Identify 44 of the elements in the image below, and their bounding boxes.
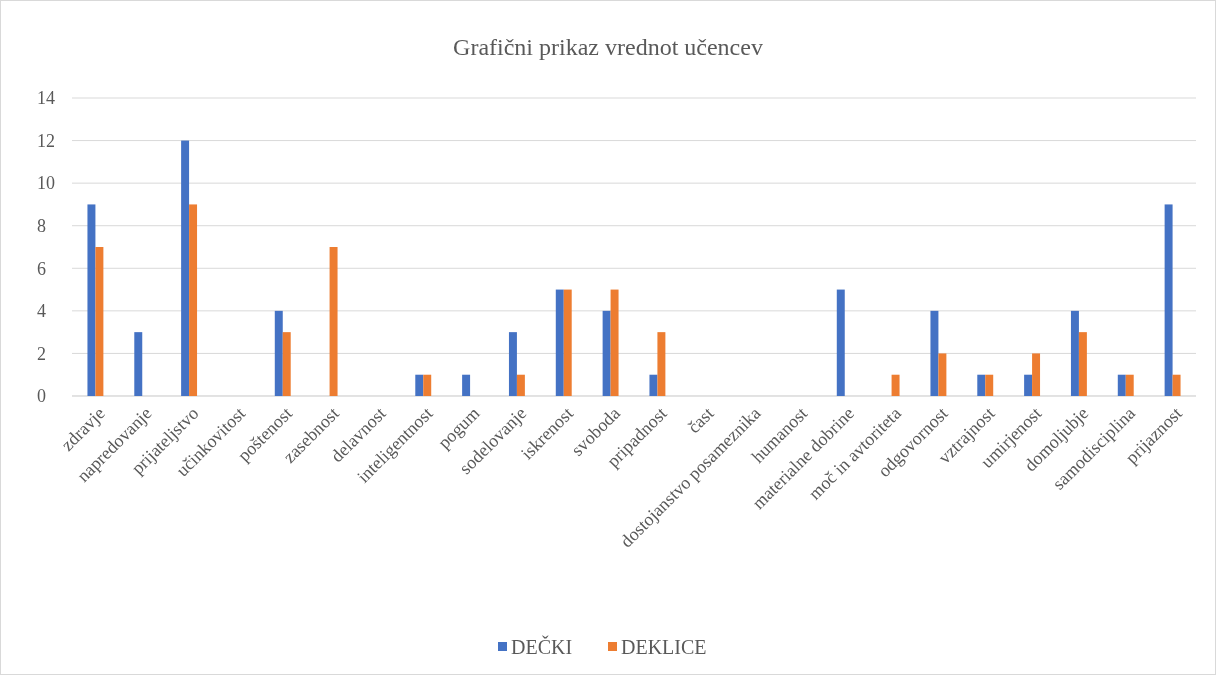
bar bbox=[602, 310, 611, 396]
bar bbox=[657, 332, 666, 396]
legend-label: DEČKI bbox=[511, 635, 573, 658]
bar bbox=[508, 332, 517, 396]
bar bbox=[95, 247, 104, 396]
bar bbox=[891, 374, 900, 396]
bar bbox=[423, 374, 432, 396]
bar bbox=[938, 353, 947, 396]
bar bbox=[181, 140, 190, 396]
bar bbox=[1117, 374, 1126, 396]
y-tick-label: 12 bbox=[37, 130, 55, 151]
y-tick-label: 4 bbox=[37, 301, 46, 322]
bar bbox=[1078, 332, 1087, 396]
bar bbox=[1172, 374, 1181, 396]
bar bbox=[1125, 374, 1134, 396]
y-tick-label: 2 bbox=[37, 343, 46, 364]
bar bbox=[1024, 374, 1033, 396]
bar bbox=[274, 310, 283, 396]
chart-title: Grafični prikaz vrednot učencev bbox=[453, 34, 763, 60]
bar bbox=[649, 374, 658, 396]
bar bbox=[1164, 204, 1173, 396]
bar bbox=[87, 204, 96, 396]
bar bbox=[329, 247, 338, 396]
bar bbox=[1070, 310, 1079, 396]
bar bbox=[555, 289, 564, 396]
bar bbox=[610, 289, 619, 396]
bar bbox=[563, 289, 572, 396]
bar bbox=[282, 332, 291, 396]
bar bbox=[516, 374, 525, 396]
bar bbox=[1032, 353, 1041, 396]
y-tick-label: 10 bbox=[37, 173, 55, 194]
bar bbox=[836, 289, 845, 396]
y-tick-label: 6 bbox=[37, 258, 46, 279]
bar bbox=[977, 374, 986, 396]
bar bbox=[930, 310, 939, 396]
bar bbox=[415, 374, 424, 396]
y-tick-label: 0 bbox=[37, 386, 46, 407]
y-tick-label: 8 bbox=[37, 216, 46, 237]
y-tick-label: 14 bbox=[37, 88, 55, 109]
bar bbox=[134, 332, 143, 396]
legend-label: DEKLICE bbox=[621, 636, 707, 658]
bar bbox=[985, 374, 994, 396]
bar bbox=[462, 374, 471, 396]
bar bbox=[189, 204, 198, 396]
